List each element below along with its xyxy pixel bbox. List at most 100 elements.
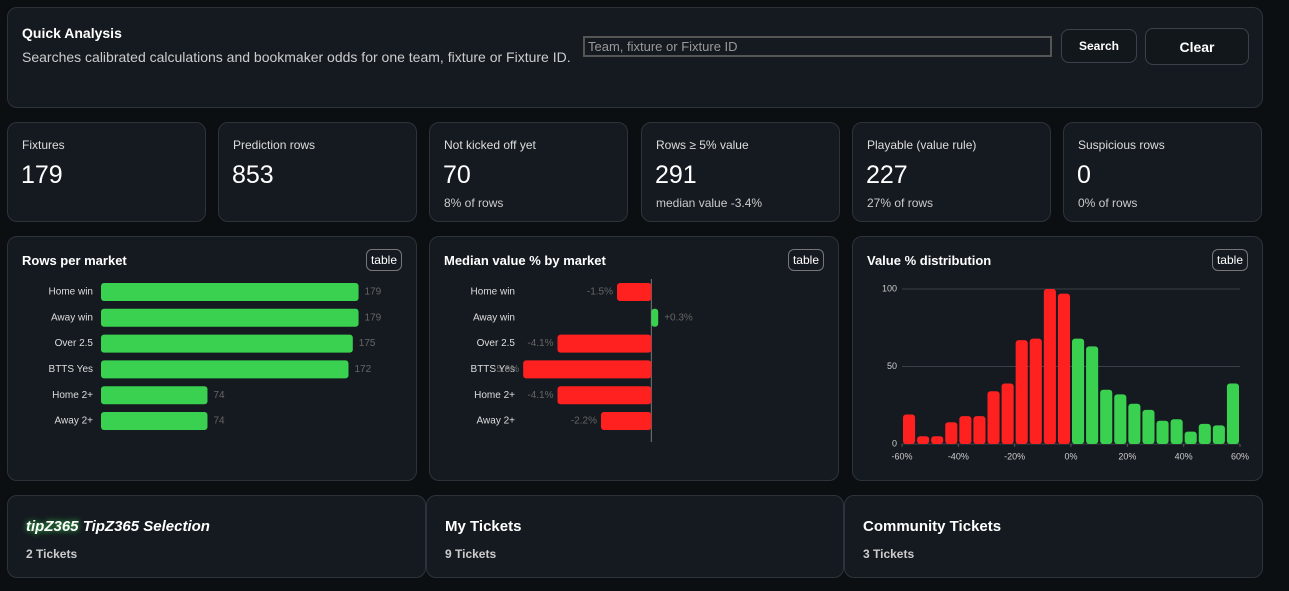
bar (557, 334, 652, 353)
bar (523, 360, 652, 379)
ticket-title: My Tickets (445, 518, 521, 535)
histogram-bar (1001, 383, 1014, 444)
category-label: Over 2.5 (477, 338, 516, 349)
ticket-count: 2 Tickets (26, 547, 78, 561)
ticket-count: 9 Tickets (445, 547, 497, 561)
value-label: 175 (359, 338, 376, 349)
bar (101, 412, 208, 430)
ticket-panel[interactable]: tipZ365 TipZ365 Selection 2 Tickets (7, 495, 426, 578)
histogram-bar (1156, 420, 1169, 444)
chart: 0 50 100 -60% -40% -20% 0% 20% 40% 60% (882, 283, 1249, 461)
value-label: 172 (354, 364, 371, 375)
chart-panel: Median value % by market table Home win -1.… (429, 236, 839, 481)
stat-card: Not kicked off yet 70 8% of rows (429, 122, 628, 222)
stat-card: Prediction rows 853 (218, 122, 417, 222)
chart-panel: Rows per market table Home win 179 Away win 1… (7, 236, 417, 481)
stat-sub: median value -3.4% (656, 196, 763, 210)
histogram-bar (945, 422, 958, 444)
bar (557, 386, 652, 405)
ticket-panel[interactable]: Community Tickets 3 Tickets (844, 495, 1263, 578)
stat-card: Rows ≥ 5% value 291 median value -3.4% (641, 122, 840, 222)
y-tick-label: 0 (892, 438, 897, 448)
histogram-bar (987, 391, 1000, 444)
ticket-panel[interactable]: My Tickets 9 Tickets (426, 495, 844, 578)
ticket-title: Community Tickets (863, 518, 1001, 535)
bar (617, 283, 652, 301)
clear-button[interactable]: Clear (1145, 28, 1249, 65)
stat-value: 179 (21, 161, 63, 189)
placeholder: Team, fixture or Fixture ID (588, 39, 738, 54)
histogram-bar (1086, 346, 1099, 444)
histogram-bar (1170, 419, 1183, 444)
x-tick-label: -40% (948, 451, 969, 461)
subtitle: Searches calibrated calculations and boo… (22, 49, 571, 65)
x-tick-label: -60% (891, 451, 912, 461)
bar (101, 308, 359, 327)
value-label: +0.3% (664, 312, 693, 323)
value-label: -5.6% (493, 364, 519, 375)
stat-value: 70 (443, 161, 471, 189)
value-label: 179 (365, 287, 382, 298)
histogram-bar (1198, 423, 1211, 444)
histogram-bar (1015, 340, 1028, 444)
title-text: Community Tickets (863, 518, 1002, 535)
chart: Home win -1.5% Away win +0.3% Over 2.5 -4.1% B… (471, 279, 693, 442)
histogram-bar (931, 436, 944, 444)
quick-analysis-panel: Quick Analysis Searches calibrated calcu… (7, 7, 1263, 108)
stat-label: Not kicked off yet (444, 138, 536, 152)
histogram-bar (1226, 383, 1239, 444)
stat-sub: 0% of rows (1078, 196, 1138, 210)
logo: tipZ365 (26, 518, 79, 535)
category-label: BTTS Yes (49, 364, 93, 375)
value-label: -4.1% (527, 390, 553, 401)
title-text: TipZ365 Selection (82, 518, 210, 535)
histogram-bar (903, 414, 916, 444)
category-label: Home win (49, 287, 93, 298)
stat-value: 227 (866, 161, 908, 189)
histogram-bar (1114, 394, 1127, 444)
category-label: Home 2+ (474, 390, 515, 401)
histogram-bar (1100, 389, 1113, 444)
stat-card: Fixtures 179 (7, 122, 206, 222)
category-label: Away win (51, 312, 93, 323)
chart-title: Median value % by market (444, 253, 606, 268)
stat-value: 0 (1077, 161, 1091, 189)
chart-title: Rows per market (22, 253, 127, 268)
y-tick-label: 100 (882, 283, 897, 293)
search-input[interactable]: Team, fixture or Fixture ID (583, 36, 1052, 57)
histogram-bar (1142, 409, 1155, 444)
chart: Home win 179 Away win 179 Over 2.5 175 BTTS Ye… (49, 283, 382, 430)
histogram-bar (1072, 338, 1085, 444)
chart-title: Value % distribution (867, 253, 992, 268)
stat-label: Suspicious rows (1078, 138, 1165, 152)
value-label: 74 (213, 390, 225, 401)
category-label: Home win (471, 287, 515, 298)
stat-sub: 27% of rows (867, 196, 934, 210)
bar (101, 334, 353, 353)
x-tick-label: 20% (1118, 451, 1136, 461)
bar (651, 308, 659, 327)
category-label: Away 2+ (477, 416, 516, 427)
histogram-bar (1184, 431, 1197, 444)
histogram-bar (1128, 403, 1141, 444)
search-button[interactable]: Search (1061, 29, 1137, 63)
chart-panel: Value % distribution table 0 50 100 -60% -40% -… (852, 236, 1263, 481)
bar (101, 360, 349, 379)
ticket-count: 3 Tickets (863, 547, 915, 561)
bar (101, 386, 208, 405)
stat-value: 291 (655, 161, 697, 189)
title-text: My Tickets (445, 518, 522, 535)
title: Quick Analysis (22, 25, 122, 41)
table-button[interactable]: table (787, 249, 824, 271)
value-label: -4.1% (527, 338, 553, 349)
stat-value: 853 (232, 161, 274, 189)
x-tick-label: 40% (1175, 451, 1193, 461)
histogram-bar (1212, 425, 1225, 444)
table-button[interactable]: table (365, 249, 402, 271)
table-button[interactable]: table (1211, 249, 1248, 271)
x-tick-label: 60% (1231, 451, 1249, 461)
bar (101, 283, 359, 301)
stat-label: Fixtures (22, 138, 65, 152)
category-label: Over 2.5 (55, 338, 94, 349)
